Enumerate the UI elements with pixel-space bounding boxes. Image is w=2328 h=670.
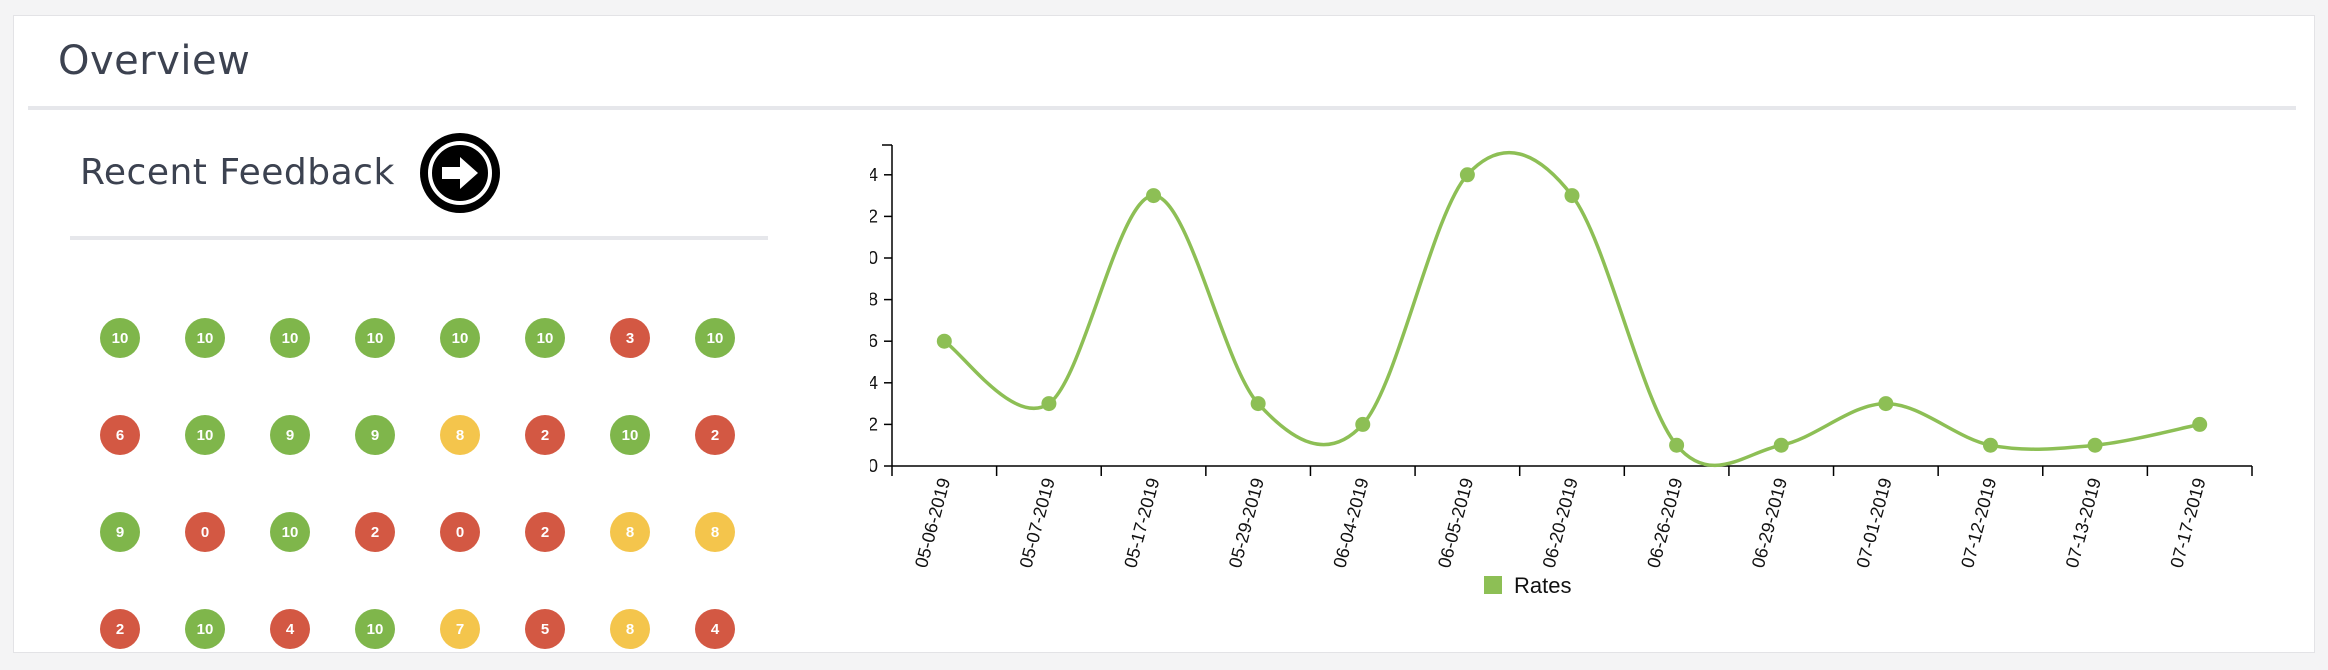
rates-data-point bbox=[1146, 188, 1162, 204]
feedback-score-badge[interactable]: 8 bbox=[610, 609, 650, 649]
feedback-score-badge[interactable]: 9 bbox=[270, 415, 310, 455]
feedback-score-badge[interactable]: 2 bbox=[525, 512, 565, 552]
feedback-score-badge[interactable]: 10 bbox=[185, 415, 225, 455]
title-divider bbox=[28, 106, 2296, 110]
feedback-score-badge[interactable]: 10 bbox=[355, 609, 395, 649]
feedback-score-badge[interactable]: 2 bbox=[100, 609, 140, 649]
feedback-score-badge[interactable]: 10 bbox=[610, 415, 650, 455]
rates-data-point bbox=[1564, 188, 1580, 204]
x-tick-label: 06-26-2019 bbox=[1643, 476, 1686, 570]
feedback-score-badge[interactable]: 6 bbox=[100, 415, 140, 455]
legend-swatch bbox=[1484, 576, 1502, 594]
y-tick-label: 14 bbox=[870, 165, 878, 185]
feedback-score-badge[interactable]: 10 bbox=[270, 512, 310, 552]
feedback-divider bbox=[70, 236, 768, 240]
rates-data-point bbox=[2087, 437, 2103, 453]
feedback-score-badge[interactable]: 4 bbox=[695, 609, 735, 649]
feedback-score-badge[interactable]: 0 bbox=[185, 512, 225, 552]
feedback-score-badge[interactable]: 7 bbox=[440, 609, 480, 649]
legend-label: Rates bbox=[1514, 573, 1571, 598]
x-tick-label: 06-04-2019 bbox=[1329, 476, 1372, 570]
x-tick-label: 05-17-2019 bbox=[1120, 476, 1163, 570]
feedback-grid: 10 10 10 10 10 10 3 10 6 10 9 9 8 2 10 2 9 0 10 2 0 2 8 8 2 10 4 10… bbox=[100, 318, 735, 649]
feedback-score-badge[interactable]: 10 bbox=[440, 318, 480, 358]
feedback-score-badge[interactable]: 5 bbox=[525, 609, 565, 649]
x-tick-label: 06-29-2019 bbox=[1748, 476, 1791, 570]
page-title: Overview bbox=[58, 38, 251, 84]
feedback-score-badge[interactable]: 2 bbox=[355, 512, 395, 552]
y-tick-label: 8 bbox=[870, 290, 878, 310]
x-tick-label: 05-06-2019 bbox=[911, 476, 954, 570]
x-tick-label: 05-07-2019 bbox=[1016, 476, 1059, 570]
rates-data-point bbox=[1982, 437, 1998, 453]
x-tick-label: 06-05-2019 bbox=[1434, 476, 1477, 570]
rates-series-line bbox=[943, 150, 2201, 467]
feedback-score-badge[interactable]: 2 bbox=[525, 415, 565, 455]
arrow-right-icon bbox=[428, 141, 492, 205]
feedback-score-badge[interactable]: 10 bbox=[185, 609, 225, 649]
rates-data-point bbox=[1041, 396, 1057, 412]
feedback-score-badge[interactable]: 8 bbox=[440, 415, 480, 455]
rates-data-point bbox=[1669, 437, 1685, 453]
feedback-score-badge[interactable]: 8 bbox=[610, 512, 650, 552]
feedback-score-badge[interactable]: 4 bbox=[270, 609, 310, 649]
rates-data-point bbox=[1459, 167, 1475, 183]
x-tick-label: 07-13-2019 bbox=[2062, 476, 2105, 570]
overview-panel bbox=[13, 15, 2315, 653]
y-tick-label: 12 bbox=[870, 206, 878, 226]
x-tick-label: 07-17-2019 bbox=[2166, 476, 2209, 570]
feedback-score-badge[interactable]: 10 bbox=[100, 318, 140, 358]
feedback-score-badge[interactable]: 8 bbox=[695, 512, 735, 552]
x-tick-label: 06-20-2019 bbox=[1539, 476, 1582, 570]
recent-feedback-title: Recent Feedback bbox=[80, 152, 395, 193]
rates-data-point bbox=[1355, 416, 1371, 432]
rates-data-point bbox=[936, 333, 952, 349]
y-tick-label: 0 bbox=[870, 456, 878, 476]
feedback-score-badge[interactable]: 10 bbox=[525, 318, 565, 358]
feedback-score-badge[interactable]: 10 bbox=[695, 318, 735, 358]
x-tick-label: 07-12-2019 bbox=[1957, 476, 2000, 570]
y-tick-label: 2 bbox=[870, 414, 878, 434]
feedback-score-badge[interactable]: 9 bbox=[100, 512, 140, 552]
rates-data-point bbox=[1250, 396, 1266, 412]
y-tick-label: 10 bbox=[870, 248, 878, 268]
feedback-score-badge[interactable]: 0 bbox=[440, 512, 480, 552]
feedback-score-badge[interactable]: 9 bbox=[355, 415, 395, 455]
feedback-score-badge[interactable]: 3 bbox=[610, 318, 650, 358]
x-tick-label: 05-29-2019 bbox=[1225, 476, 1268, 570]
rates-data-point bbox=[1773, 437, 1789, 453]
x-tick-label: 07-01-2019 bbox=[1853, 476, 1896, 570]
rates-data-point bbox=[2192, 416, 2208, 432]
feedback-score-badge[interactable]: 2 bbox=[695, 415, 735, 455]
feedback-score-badge[interactable]: 10 bbox=[355, 318, 395, 358]
view-feedback-button[interactable] bbox=[420, 133, 500, 213]
rates-data-point bbox=[1878, 396, 1894, 412]
rates-chart: 0 2 4 6 8 10 12 14 05-06-2019 05-07-2019 05-17-201… bbox=[870, 144, 2253, 598]
y-tick-label: 4 bbox=[870, 373, 878, 393]
feedback-score-badge[interactable]: 10 bbox=[185, 318, 225, 358]
feedback-score-badge[interactable]: 10 bbox=[270, 318, 310, 358]
y-tick-label: 6 bbox=[870, 331, 878, 351]
